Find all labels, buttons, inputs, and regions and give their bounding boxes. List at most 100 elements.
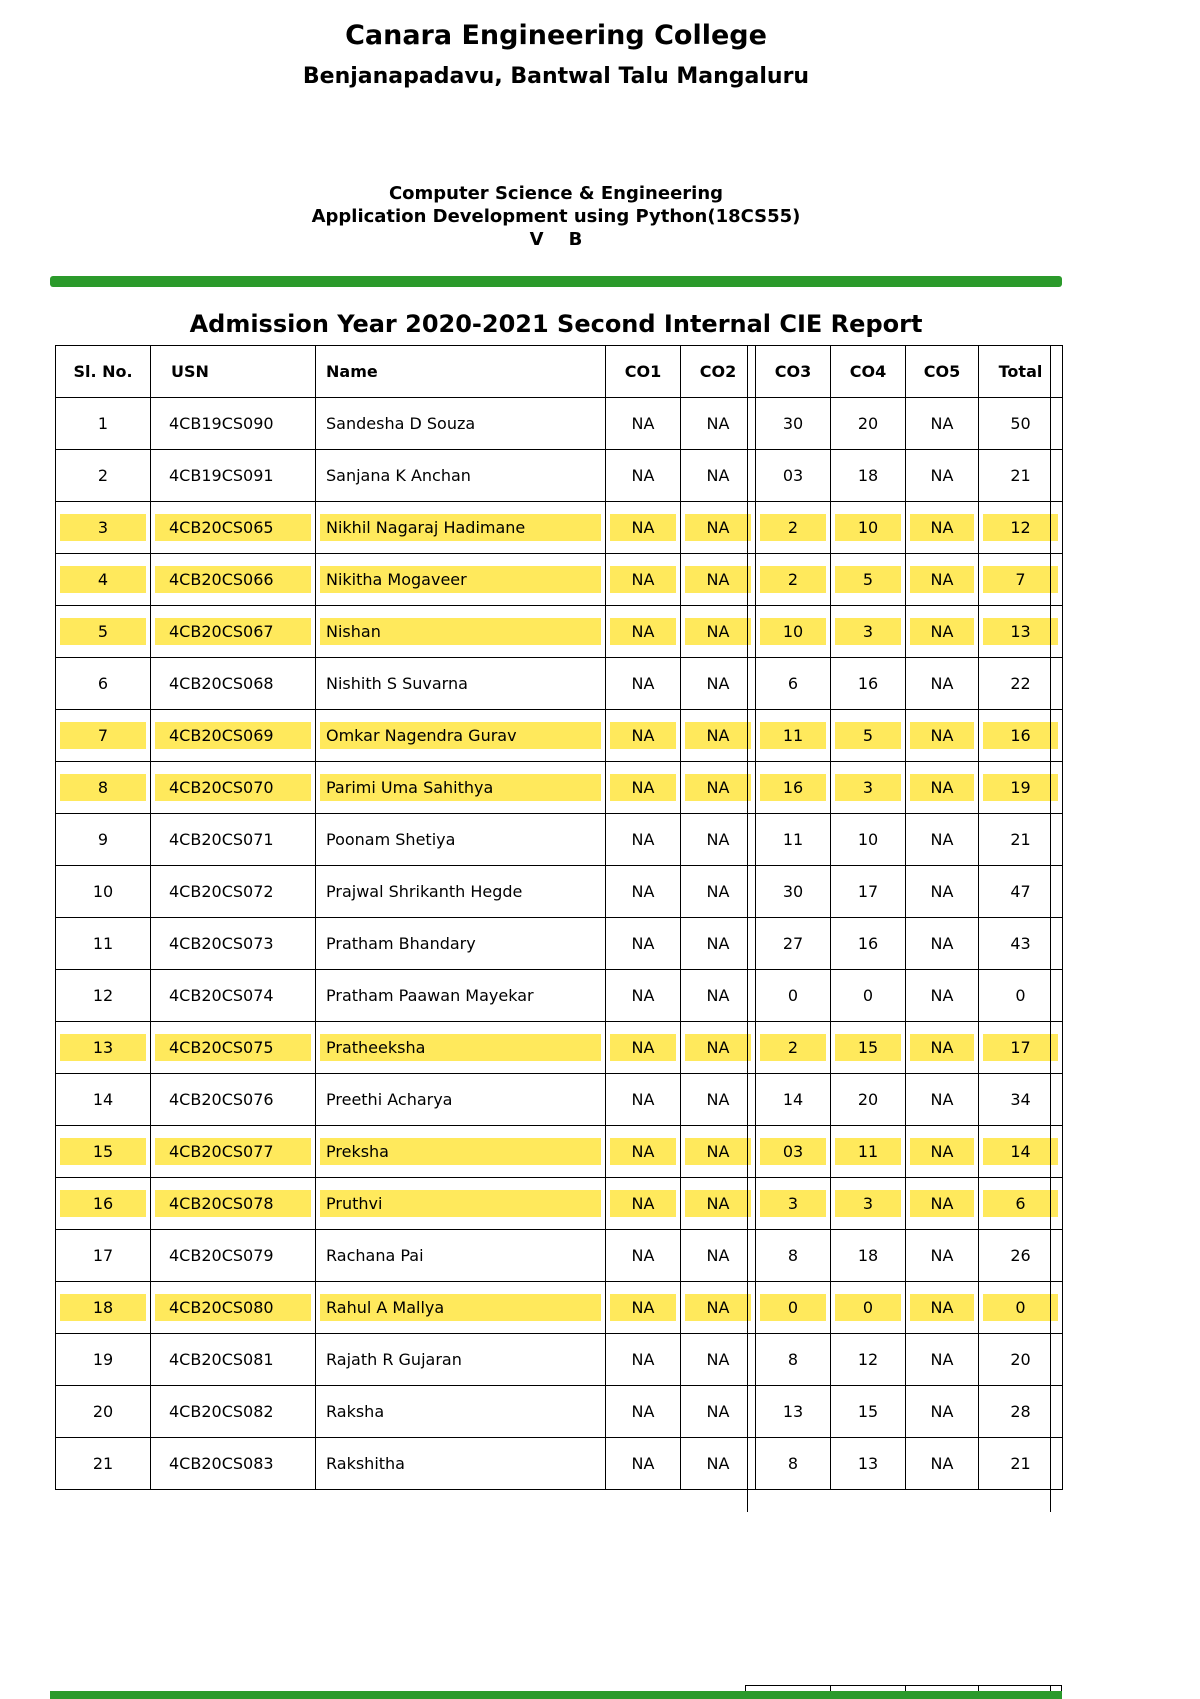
subject-name: Application Development using Python(18C… <box>311 206 801 227</box>
student-row: 8 4CB20CS070 Parimi Uma Sahithya NA NA 16 3 NA 1… <box>55 761 1063 814</box>
table-cell: Prajwal Shrikanth Hegde <box>315 865 606 918</box>
table-cell: Parimi Uma Sahithya <box>315 761 606 814</box>
report-title: Admission Year 2020-2021 Second Internal… <box>189 310 923 338</box>
table-cell: NA <box>905 917 979 970</box>
col-header-total: Total <box>978 345 1063 398</box>
table-cell: NA <box>905 553 979 606</box>
table-cell: 4CB20CS073 <box>150 917 316 970</box>
table-cell: 15 <box>830 1385 906 1438</box>
table-cell: 5 <box>830 553 906 606</box>
col-header-co1: CO1 <box>605 345 681 398</box>
student-row: 21 4CB20CS083 Rakshitha NA NA 8 13 NA 21 <box>55 1437 1063 1490</box>
table-cell: 14 <box>55 1073 151 1126</box>
table-cell: NA <box>680 553 756 606</box>
table-cell: 16 <box>55 1177 151 1230</box>
table-cell: 2 <box>755 501 831 554</box>
table-cell: 20 <box>830 1073 906 1126</box>
student-row: 13 4CB20CS075 Pratheeksha NA NA 2 15 NA 17 <box>55 1021 1063 1074</box>
table-cell: 21 <box>55 1437 151 1490</box>
table-cell: NA <box>605 761 681 814</box>
table-cell: 15 <box>55 1125 151 1178</box>
table-cell: NA <box>680 1229 756 1282</box>
table-cell: 4CB20CS065 <box>150 501 316 554</box>
table-cell: 6 <box>55 657 151 710</box>
table-cell: 3 <box>830 761 906 814</box>
table-cell: 4CB20CS080 <box>150 1281 316 1334</box>
table-cell: 12 <box>830 1333 906 1386</box>
table-cell: NA <box>605 553 681 606</box>
table-cell: NA <box>905 865 979 918</box>
table-cell: 30 <box>755 397 831 450</box>
table-cell: NA <box>605 605 681 658</box>
table-cell: Pratham Paawan Mayekar <box>315 969 606 1022</box>
table-cell: 11 <box>755 709 831 762</box>
table-cell: 0 <box>755 969 831 1022</box>
table-cell: NA <box>680 969 756 1022</box>
table-cell: 20 <box>55 1385 151 1438</box>
table-cell: NA <box>680 1177 756 1230</box>
table-cell: 3 <box>755 1177 831 1230</box>
table-cell: 12 <box>55 969 151 1022</box>
table-cell: 5 <box>55 605 151 658</box>
student-row: 16 4CB20CS078 Pruthvi NA NA 3 3 NA 6 <box>55 1177 1063 1230</box>
table-cell: 34 <box>978 1073 1063 1126</box>
table-cell: NA <box>905 1281 979 1334</box>
table-cell: NA <box>680 1281 756 1334</box>
table-cell: 22 <box>978 657 1063 710</box>
table-cell: NA <box>905 969 979 1022</box>
semester-section: V B <box>529 229 583 250</box>
student-row: 9 4CB20CS071 Poonam Shetiya NA NA 11 10 NA 21 <box>55 813 1063 866</box>
table-cell: 4CB20CS066 <box>150 553 316 606</box>
table-cell: 17 <box>978 1021 1063 1074</box>
table-cell: 11 <box>830 1125 906 1178</box>
table-fragment-tick <box>905 1686 906 1693</box>
table-cell: 18 <box>830 1229 906 1282</box>
table-cell: NA <box>605 709 681 762</box>
table-cell: NA <box>605 1385 681 1438</box>
table-cell: NA <box>680 501 756 554</box>
table-cell: NA <box>605 813 681 866</box>
table-cell: NA <box>680 1437 756 1490</box>
table-cell: NA <box>680 761 756 814</box>
table-cell: NA <box>605 501 681 554</box>
table-cell: Raksha <box>315 1385 606 1438</box>
table-cell: 4CB19CS091 <box>150 449 316 502</box>
table-cell: 16 <box>755 761 831 814</box>
table-cell: Nishith S Suvarna <box>315 657 606 710</box>
student-row: 3 4CB20CS065 Nikhil Nagaraj Hadimane NA NA 2 1… <box>55 501 1063 554</box>
table-cell: 19 <box>55 1333 151 1386</box>
table-cell: NA <box>905 813 979 866</box>
table-cell: 16 <box>830 657 906 710</box>
table-cell: NA <box>905 1437 979 1490</box>
table-cell: NA <box>905 1073 979 1126</box>
report-table-body: 1 4CB19CS090 Sandesha D Souza NA NA 30 20 NA 50 2… <box>55 397 1063 1490</box>
table-cell: NA <box>680 1125 756 1178</box>
col-header-usn: USN <box>150 345 316 398</box>
table-cell: 03 <box>755 1125 831 1178</box>
table-cell: NA <box>680 397 756 450</box>
table-cell: 4CB20CS069 <box>150 709 316 762</box>
table-fragment-tick <box>830 1686 831 1693</box>
table-cell: 8 <box>755 1437 831 1490</box>
table-cell: NA <box>905 709 979 762</box>
table-cell: NA <box>905 1229 979 1282</box>
table-cell: 7 <box>55 709 151 762</box>
table-cell: NA <box>680 1021 756 1074</box>
table-cell: 10 <box>830 813 906 866</box>
table-cell: NA <box>605 865 681 918</box>
table-cell: 6 <box>755 657 831 710</box>
table-cell: NA <box>605 969 681 1022</box>
table-cell: 30 <box>755 865 831 918</box>
table-cell: NA <box>605 397 681 450</box>
table-cell: NA <box>605 917 681 970</box>
table-cell: NA <box>905 1385 979 1438</box>
table-cell: 8 <box>755 1333 831 1386</box>
table-cell: NA <box>680 709 756 762</box>
table-fragment-tick <box>1050 1686 1051 1693</box>
table-cell: NA <box>905 761 979 814</box>
table-cell: 13 <box>755 1385 831 1438</box>
student-row: 5 4CB20CS067 Nishan NA NA 10 3 NA 13 <box>55 605 1063 658</box>
table-cell: 3 <box>830 1177 906 1230</box>
student-row: 15 4CB20CS077 Preksha NA NA 03 11 NA 14 <box>55 1125 1063 1178</box>
table-cell: 0 <box>978 969 1063 1022</box>
